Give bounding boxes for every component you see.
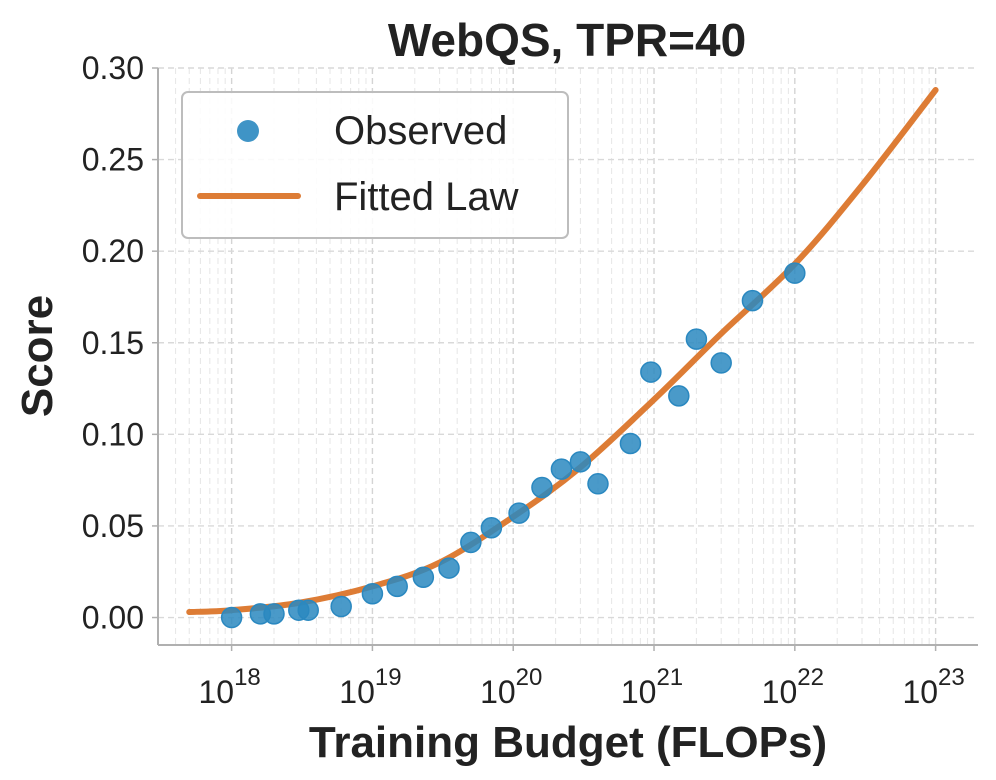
y-tick-label: 0.15 [82, 325, 144, 361]
x-tick-label: 1019 [339, 664, 401, 710]
observed-point [550, 458, 573, 480]
x-tick-labels: 1018 1019 1020 1021 1022 1023 [198, 645, 965, 710]
observed-point [460, 531, 482, 554]
x-tick-label: 1021 [621, 664, 683, 710]
y-tick-label: 0.25 [82, 142, 144, 178]
observed-point [587, 473, 609, 495]
y-tick-label: 0.30 [82, 50, 144, 86]
observed-point [508, 502, 530, 524]
y-tick-label: 0.10 [82, 416, 144, 452]
observed-point [668, 385, 690, 407]
y-tick-label: 0.20 [82, 233, 144, 269]
observed-point [569, 451, 592, 473]
x-tick-label: 1018 [198, 664, 260, 710]
legend-observed-label: Observed [334, 109, 507, 153]
observed-point [412, 566, 435, 588]
axes [157, 68, 978, 646]
legend-fitted-law-label: Fitted Law [334, 175, 519, 219]
grid [157, 67, 978, 645]
observed-point [220, 606, 243, 629]
observed-point [640, 361, 662, 383]
x-tick-label: 1023 [902, 664, 964, 710]
y-tick-label: 0.00 [82, 600, 144, 636]
y-axis-label: Score [13, 295, 62, 417]
observed-point [297, 599, 319, 621]
x-axis-label: Training Budget (FLOPs) [309, 718, 827, 767]
observed-point [480, 517, 503, 539]
y-tick-labels: 0.00 0.05 0.10 0.15 0.20 0.25 0.30 [82, 50, 158, 636]
observed-point [386, 575, 408, 598]
observed-point [263, 603, 285, 625]
observed-point [741, 289, 764, 312]
legend-observed-marker [237, 120, 259, 142]
legend-box [181, 91, 569, 239]
observed-point [361, 582, 384, 605]
legend: Observed Fitted Law [181, 91, 569, 239]
observed-point [438, 557, 460, 579]
observed-point [710, 352, 732, 374]
observed-point [685, 328, 708, 350]
observed-point [619, 432, 642, 455]
y-tick-label: 0.05 [82, 508, 144, 544]
x-tick-label: 1020 [480, 664, 542, 710]
x-tick-label: 1022 [762, 664, 824, 710]
observed-point [330, 595, 352, 618]
observed-point [784, 262, 806, 284]
observed-point [531, 476, 553, 499]
observed-points-layer [220, 262, 806, 629]
chart-title: WebQS, TPR=40 [388, 14, 746, 66]
